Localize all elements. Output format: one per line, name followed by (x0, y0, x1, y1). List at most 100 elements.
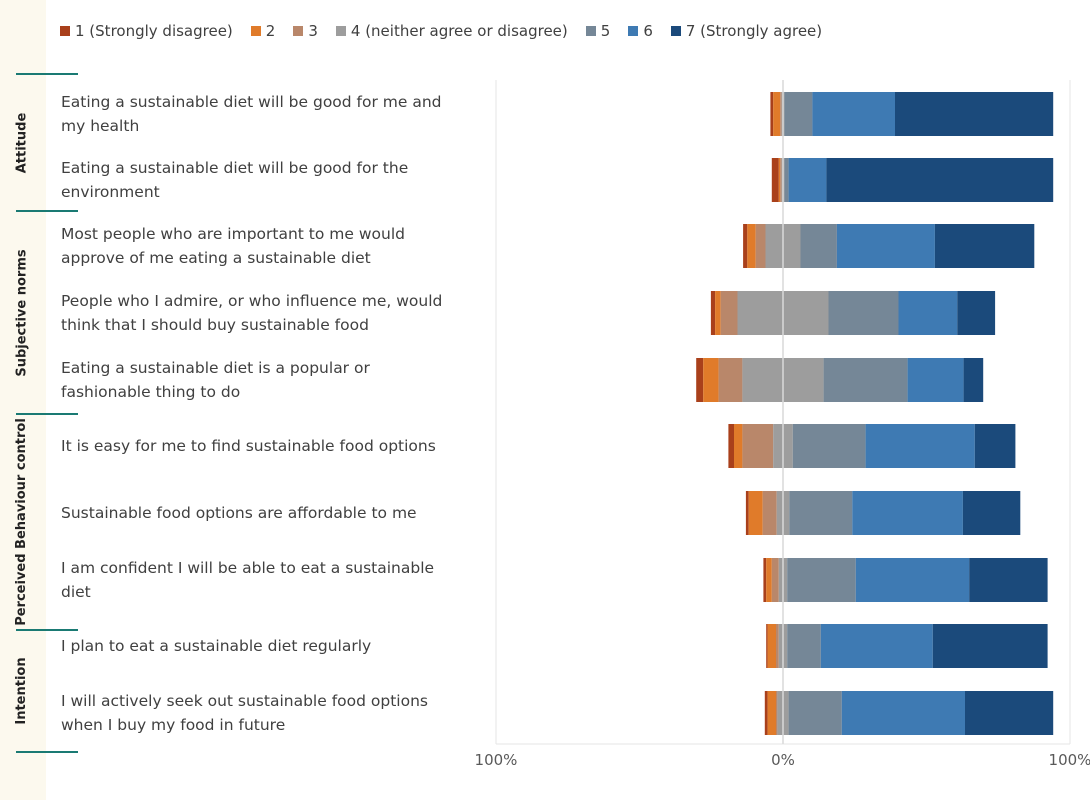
legend-label: 1 (Strongly disagree) (75, 22, 233, 40)
x-tick-label: 100% (1049, 751, 1090, 769)
bar-segment (762, 491, 777, 535)
bar-segment (767, 691, 776, 735)
bar-segment (773, 92, 781, 136)
bar-segment (747, 224, 756, 268)
bar-segment (710, 291, 716, 335)
bar-segment (963, 358, 984, 402)
bar-segment (974, 424, 1016, 468)
bar-segment (957, 291, 996, 335)
bar-segment (812, 92, 895, 136)
bar-segment (755, 224, 766, 268)
bar-segment (734, 424, 743, 468)
row-label: Most people who are important to me woul… (61, 225, 405, 267)
legend-swatch (60, 26, 70, 36)
bar-segment (748, 491, 763, 535)
bar-segment (715, 291, 721, 335)
bar-segment (836, 224, 935, 268)
bar-segment (792, 424, 866, 468)
legend-label: 3 (308, 22, 318, 40)
group-separator (16, 413, 78, 415)
legend-item: 2 (250, 22, 276, 40)
row-label: Eating a sustainable diet will be good f… (61, 93, 442, 135)
bar-segment (766, 624, 768, 668)
legend-swatch (628, 26, 639, 36)
bar-segment (720, 291, 738, 335)
bar-segment (784, 92, 813, 136)
bar-segment (965, 691, 1054, 735)
bar-segment (907, 358, 964, 402)
bar-segment (770, 92, 774, 136)
legend-label: 6 (643, 22, 653, 40)
legend-swatch (293, 26, 304, 36)
bar-segment (742, 424, 774, 468)
bar-segment (787, 558, 856, 602)
legend-label: 5 (600, 22, 611, 40)
bar-segment (778, 158, 781, 202)
bar-segment (766, 558, 772, 602)
bar-segment (784, 158, 789, 202)
bar-segment (787, 624, 821, 668)
group-separator (16, 73, 78, 75)
bar-segment (767, 624, 776, 668)
row-label: I will actively seek out sustainable foo… (61, 692, 428, 734)
bar-segment (823, 358, 908, 402)
row-label: I plan to eat a sustainable diet regular… (61, 637, 372, 655)
bar-segment (865, 424, 975, 468)
x-tick-label: 100% (475, 751, 518, 769)
x-tick-label: 0% (771, 751, 795, 769)
bar-segment (718, 358, 743, 402)
bar-segment (780, 158, 782, 202)
bar-segment (841, 691, 965, 735)
group-separator (16, 210, 78, 212)
row-label: It is easy for me to find sustainable fo… (61, 437, 436, 455)
group-separator (16, 629, 78, 631)
bar-segment (969, 558, 1048, 602)
row-label: Eating a sustainable diet will be good f… (61, 159, 409, 201)
legend-label: 7 (Strongly agree) (685, 22, 823, 40)
legend-item: 7 (Strongly agree) (670, 22, 823, 40)
legend: 1 (Strongly disagree) 2 3 4 (neither agree … (60, 20, 822, 42)
legend-swatch (250, 26, 261, 36)
bar-segment (934, 224, 1035, 268)
bar-segment (776, 691, 778, 735)
bar-segment (745, 491, 749, 535)
bar-segment (898, 291, 958, 335)
bar-segment (703, 358, 719, 402)
row-label: People who I admire, or who influence me… (61, 292, 443, 334)
bar-segment (826, 158, 1054, 202)
group-separator (16, 751, 78, 753)
legend-item: 3 (293, 22, 318, 40)
row-label: Sustainable food options are affordable … (61, 504, 417, 522)
bar-segment (780, 92, 782, 136)
bar-segment (776, 624, 779, 668)
bar-segment (743, 224, 748, 268)
bar-segment (789, 491, 853, 535)
bar-segment (800, 224, 837, 268)
legend-item: 6 (628, 22, 653, 40)
legend-label: 4 (neither agree or disagree) (350, 22, 568, 40)
legend-swatch (335, 26, 346, 36)
bar-segment (962, 491, 1021, 535)
bar-segment (855, 558, 970, 602)
legend-swatch (585, 26, 596, 36)
row-label: Eating a sustainable diet is a popular o… (61, 359, 370, 401)
bar-segment (771, 158, 779, 202)
bar-segment (696, 358, 704, 402)
bar-segment (771, 558, 779, 602)
bar-segment (788, 691, 842, 735)
legend-item: 1 (Strongly disagree) (60, 22, 233, 40)
bar-segment (932, 624, 1048, 668)
bar-segment (852, 491, 963, 535)
legend-label: 2 (265, 22, 276, 40)
bar-segment (728, 424, 734, 468)
bar-segment (788, 158, 827, 202)
legend-swatch (670, 26, 681, 36)
bar-segment (895, 92, 1054, 136)
bar-segment (820, 624, 933, 668)
legend-item: 4 (neither agree or disagree) (335, 22, 568, 40)
bar-segment (828, 291, 899, 335)
bar-segment (764, 691, 768, 735)
bar-segment (763, 558, 767, 602)
legend-item: 5 (585, 22, 611, 40)
